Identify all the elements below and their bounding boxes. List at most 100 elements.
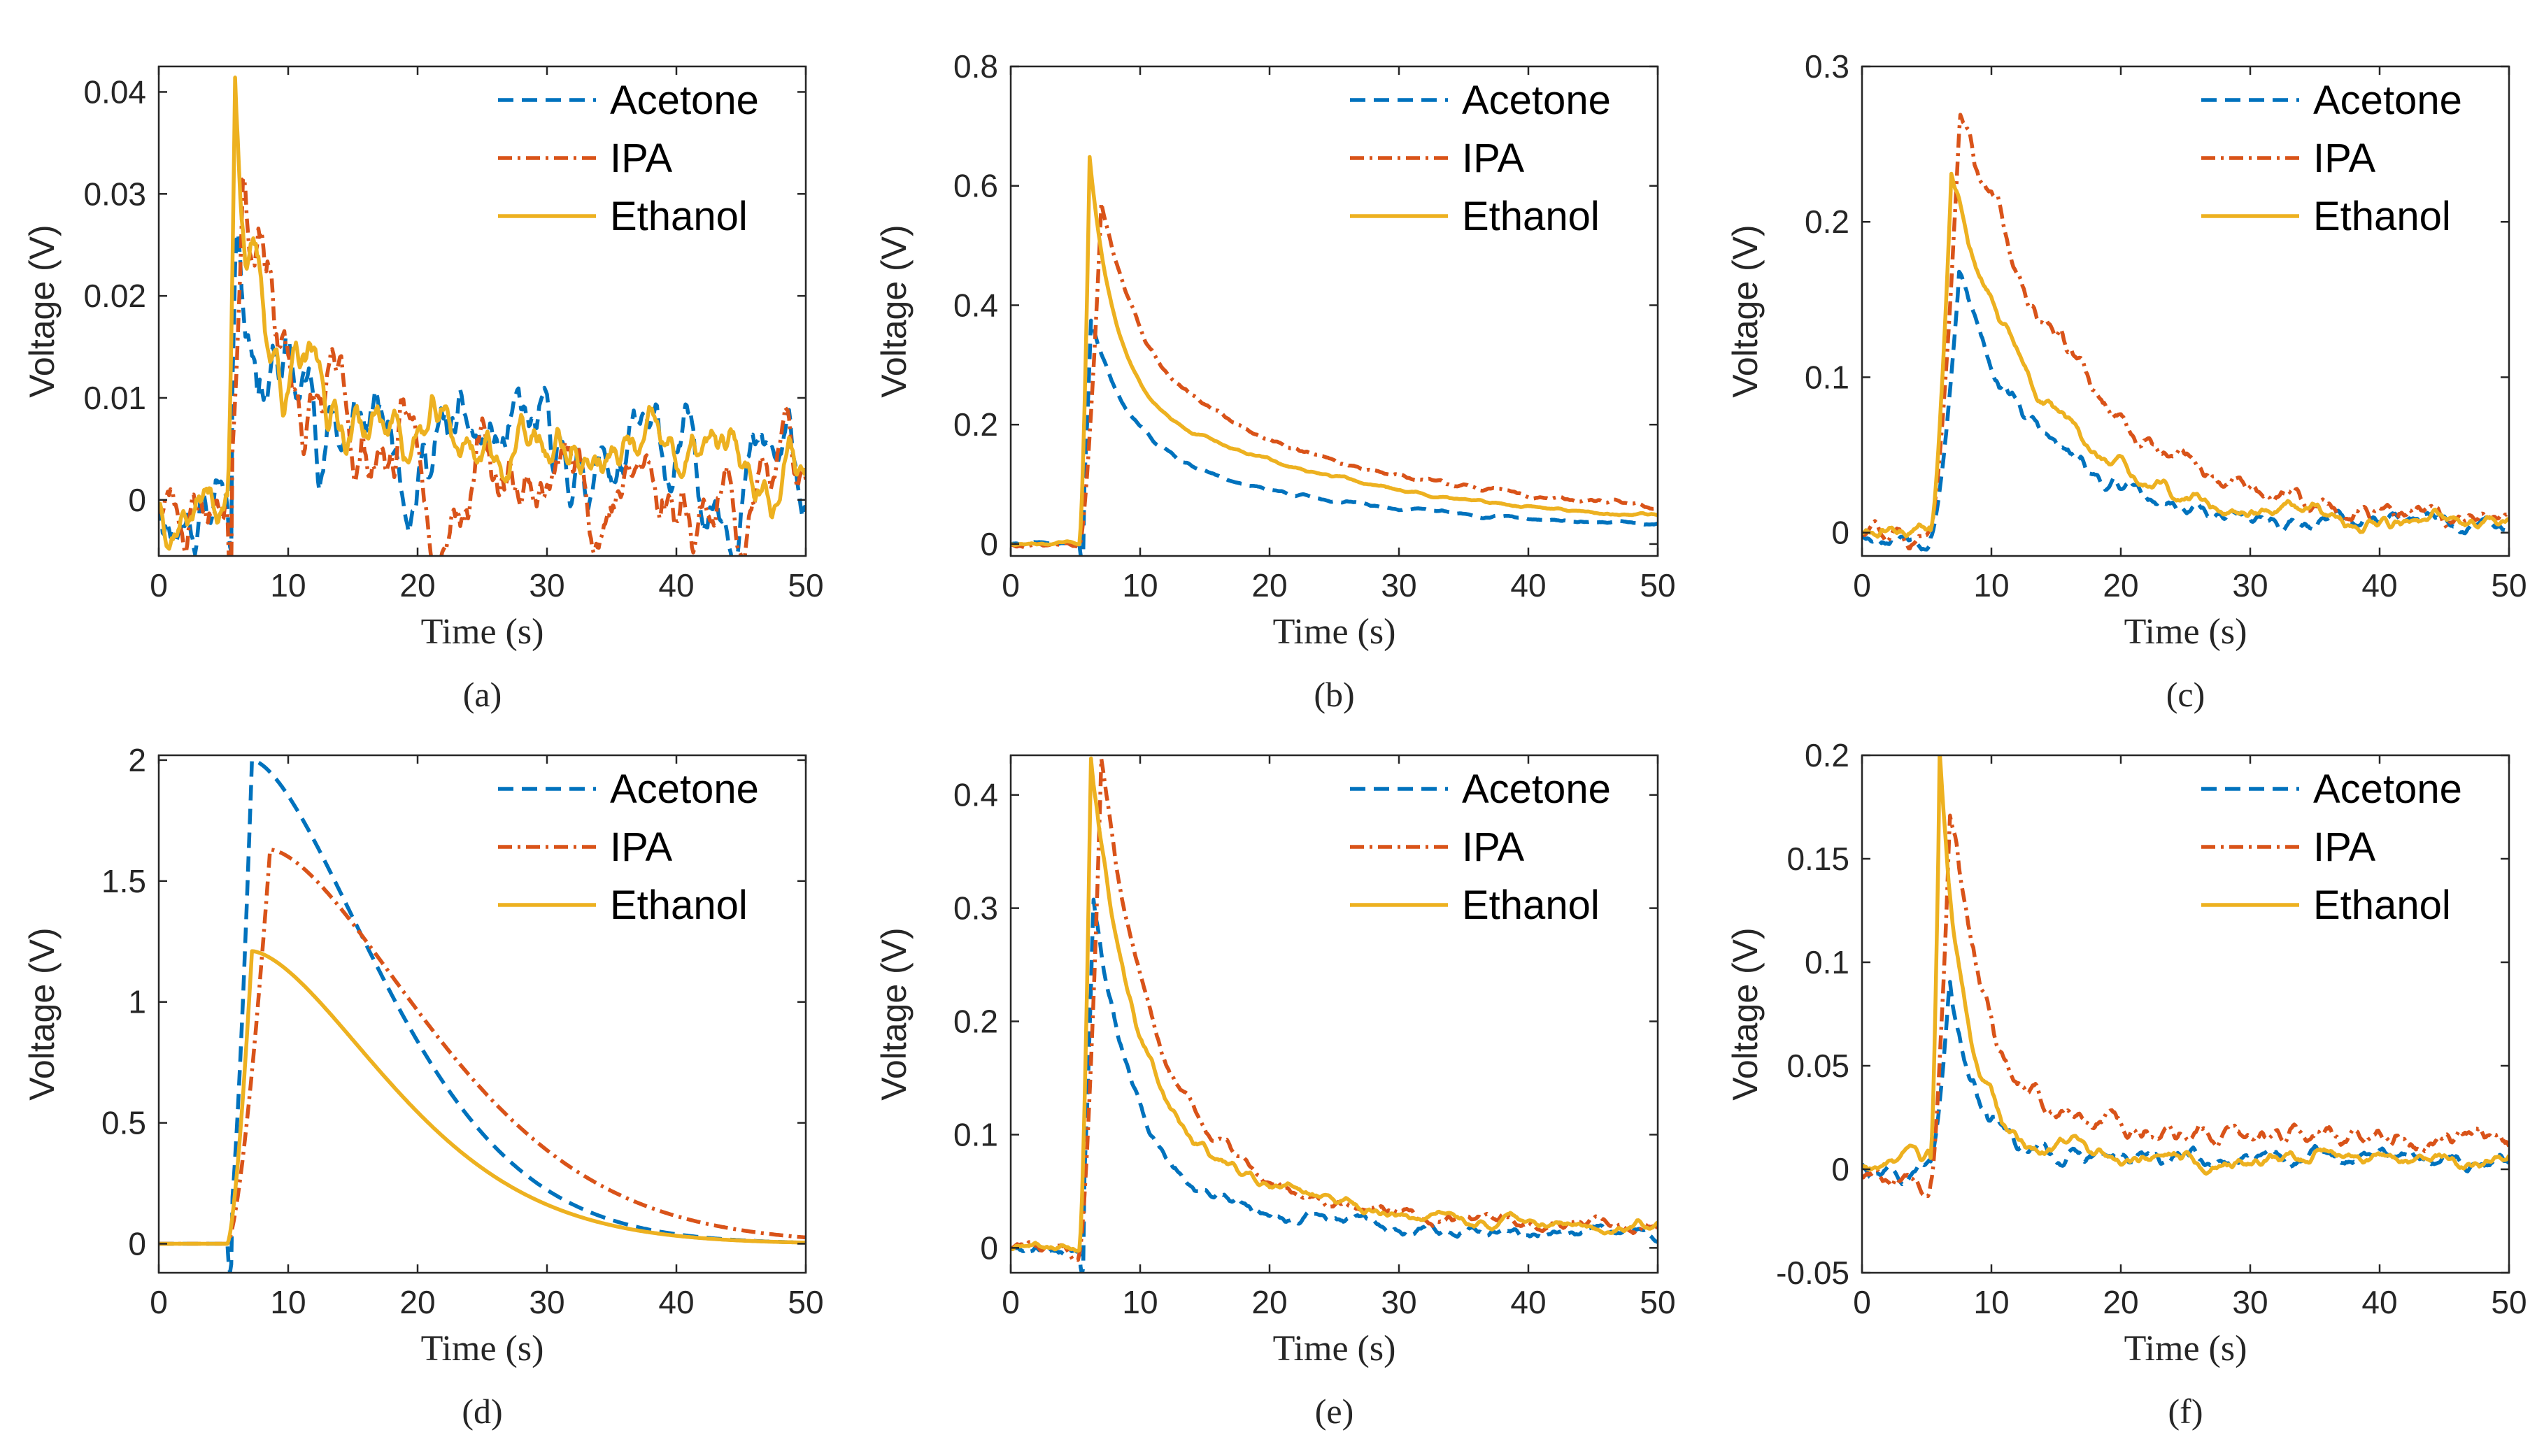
- series-line-ethanol: [159, 949, 806, 1246]
- series-line-ipa: [1011, 201, 1658, 550]
- x-tick-label: 40: [2361, 1284, 2397, 1320]
- x-tick-label: 50: [788, 567, 823, 604]
- panel-caption: (b): [1314, 675, 1354, 714]
- legend-label-acetone: Acetone: [1462, 78, 1611, 123]
- legend-label-acetone: Acetone: [610, 78, 759, 123]
- x-tick-label: 10: [1122, 567, 1158, 604]
- y-tick-label: 0.6: [953, 168, 998, 204]
- x-tick-label: 0: [1002, 567, 1020, 604]
- chart-panel: 0 10 20 30 40 50 0 0.5 1 1.5 2 Time (s) Voltage (V) (…: [22, 742, 824, 1431]
- legend-label-ipa: IPA: [610, 825, 672, 870]
- x-tick-label: 30: [1381, 1284, 1416, 1320]
- y-axis-label: Voltage (V): [874, 927, 914, 1100]
- plot-area-frame: [1009, 754, 1659, 1274]
- y-tick-label: 0: [128, 1226, 146, 1262]
- y-tick-label: 0.8: [953, 48, 998, 85]
- y-tick-label: 0.2: [1805, 737, 1849, 773]
- series-line-ethanol: [1862, 171, 2509, 539]
- panel-caption: (f): [2168, 1392, 2203, 1431]
- series-line-ethanol: [1011, 155, 1658, 547]
- x-axis-label: Time (s): [421, 1329, 544, 1369]
- series-line-acetone: [159, 758, 806, 1273]
- legend-label-ethanol: Ethanol: [2313, 194, 2451, 239]
- y-tick-label: 0.02: [83, 278, 146, 314]
- plot-area-frame: [157, 754, 807, 1274]
- legend: Acetone IPA Ethanol: [2201, 766, 2462, 928]
- x-tick-label: 20: [2103, 1284, 2138, 1320]
- chart-panel: 0 10 20 30 40 50 0 0.1 0.2 0.3 Time (s) Voltage (V)…: [1726, 48, 2527, 714]
- x-tick-label: 50: [788, 1284, 823, 1320]
- legend-label-acetone: Acetone: [1462, 766, 1611, 812]
- y-axis-label: Voltage (V): [22, 224, 62, 397]
- x-tick-label: 20: [399, 567, 435, 604]
- legend-label-ethanol: Ethanol: [2313, 883, 2451, 928]
- x-tick-label: 40: [658, 567, 694, 604]
- x-tick-label: 50: [2491, 567, 2527, 604]
- panel-caption: (e): [1315, 1392, 1354, 1431]
- legend: Acetone IPA Ethanol: [498, 78, 759, 239]
- series-line-ethanol: [159, 76, 806, 551]
- x-tick-label: 30: [2232, 1284, 2268, 1320]
- series-line-acetone: [1862, 980, 2509, 1187]
- x-tick-label: 20: [2103, 567, 2138, 604]
- x-tick-label: 10: [1973, 567, 2009, 604]
- legend-label-acetone: Acetone: [2313, 766, 2462, 812]
- x-axis-label: Time (s): [2124, 612, 2247, 652]
- plot-area-frame: [157, 65, 807, 557]
- y-tick-label: 0.01: [83, 380, 146, 416]
- panel-caption: (d): [462, 1392, 502, 1431]
- legend-label-ipa: IPA: [2313, 136, 2375, 181]
- y-tick-label: 0: [980, 1229, 998, 1266]
- x-axis-label: Time (s): [1273, 612, 1396, 652]
- y-axis-label: Voltage (V): [1726, 224, 1765, 397]
- y-tick-label: 0.1: [953, 1116, 998, 1152]
- y-tick-label: -0.05: [1776, 1255, 1849, 1291]
- chart-panel: 0 10 20 30 40 50 0 0.2 0.4 0.6 0.8 Time (s) Voltage …: [874, 48, 1676, 714]
- x-tick-label: 10: [1973, 1284, 2009, 1320]
- x-axis-label: Time (s): [421, 612, 544, 652]
- x-tick-label: 30: [2232, 567, 2268, 604]
- legend-label-ethanol: Ethanol: [610, 194, 748, 239]
- legend: Acetone IPA Ethanol: [1350, 78, 1611, 239]
- series-line-acetone: [1862, 269, 2509, 552]
- chart-panel: 0 10 20 30 40 50 0 0.01 0.02 0.03 0.04 Time (s) Volt…: [22, 65, 824, 714]
- plot-area-frame: [1861, 754, 2510, 1274]
- legend-label-ethanol: Ethanol: [1462, 883, 1600, 928]
- series-line-ipa: [159, 176, 806, 556]
- x-tick-label: 40: [658, 1284, 694, 1320]
- legend-label-ipa: IPA: [610, 136, 672, 181]
- y-tick-label: 0.15: [1786, 841, 1849, 877]
- y-axis-label: Voltage (V): [22, 927, 62, 1100]
- legend-label-ethanol: Ethanol: [610, 883, 748, 928]
- x-tick-label: 10: [270, 567, 306, 604]
- x-tick-label: 20: [1251, 567, 1287, 604]
- series-line-ipa: [1011, 757, 1658, 1262]
- y-tick-label: 1: [128, 984, 146, 1020]
- y-tick-label: 0: [128, 482, 146, 518]
- x-tick-label: 20: [399, 1284, 435, 1320]
- y-tick-label: 0.5: [101, 1105, 146, 1141]
- y-tick-label: 0.4: [953, 287, 998, 323]
- y-tick-label: 2: [128, 742, 146, 778]
- y-axis-label: Voltage (V): [874, 224, 914, 397]
- y-tick-label: 0: [1831, 1151, 1849, 1187]
- plot-area-frame: [1009, 65, 1659, 557]
- x-tick-label: 0: [150, 1284, 168, 1320]
- panel-caption: (c): [2166, 675, 2205, 714]
- y-tick-label: 0.2: [953, 406, 998, 443]
- series-line-acetone: [1011, 897, 1658, 1273]
- legend-label-acetone: Acetone: [610, 766, 759, 812]
- y-tick-label: 0.05: [1786, 1048, 1849, 1084]
- x-tick-label: 40: [1510, 567, 1546, 604]
- legend-label-ipa: IPA: [2313, 825, 2375, 870]
- series-line-ethanol: [1011, 756, 1658, 1253]
- y-tick-label: 0: [1831, 515, 1849, 551]
- x-tick-label: 10: [270, 1284, 306, 1320]
- chart-panel: 0 10 20 30 40 50 0 0.1 0.2 0.3 0.4 Time (s) Voltage …: [874, 754, 1676, 1431]
- y-tick-label: 0.1: [1805, 944, 1849, 980]
- x-tick-label: 50: [1640, 567, 1675, 604]
- x-tick-label: 10: [1122, 1284, 1158, 1320]
- x-axis-label: Time (s): [1273, 1329, 1396, 1369]
- series-line-acetone: [1011, 318, 1658, 556]
